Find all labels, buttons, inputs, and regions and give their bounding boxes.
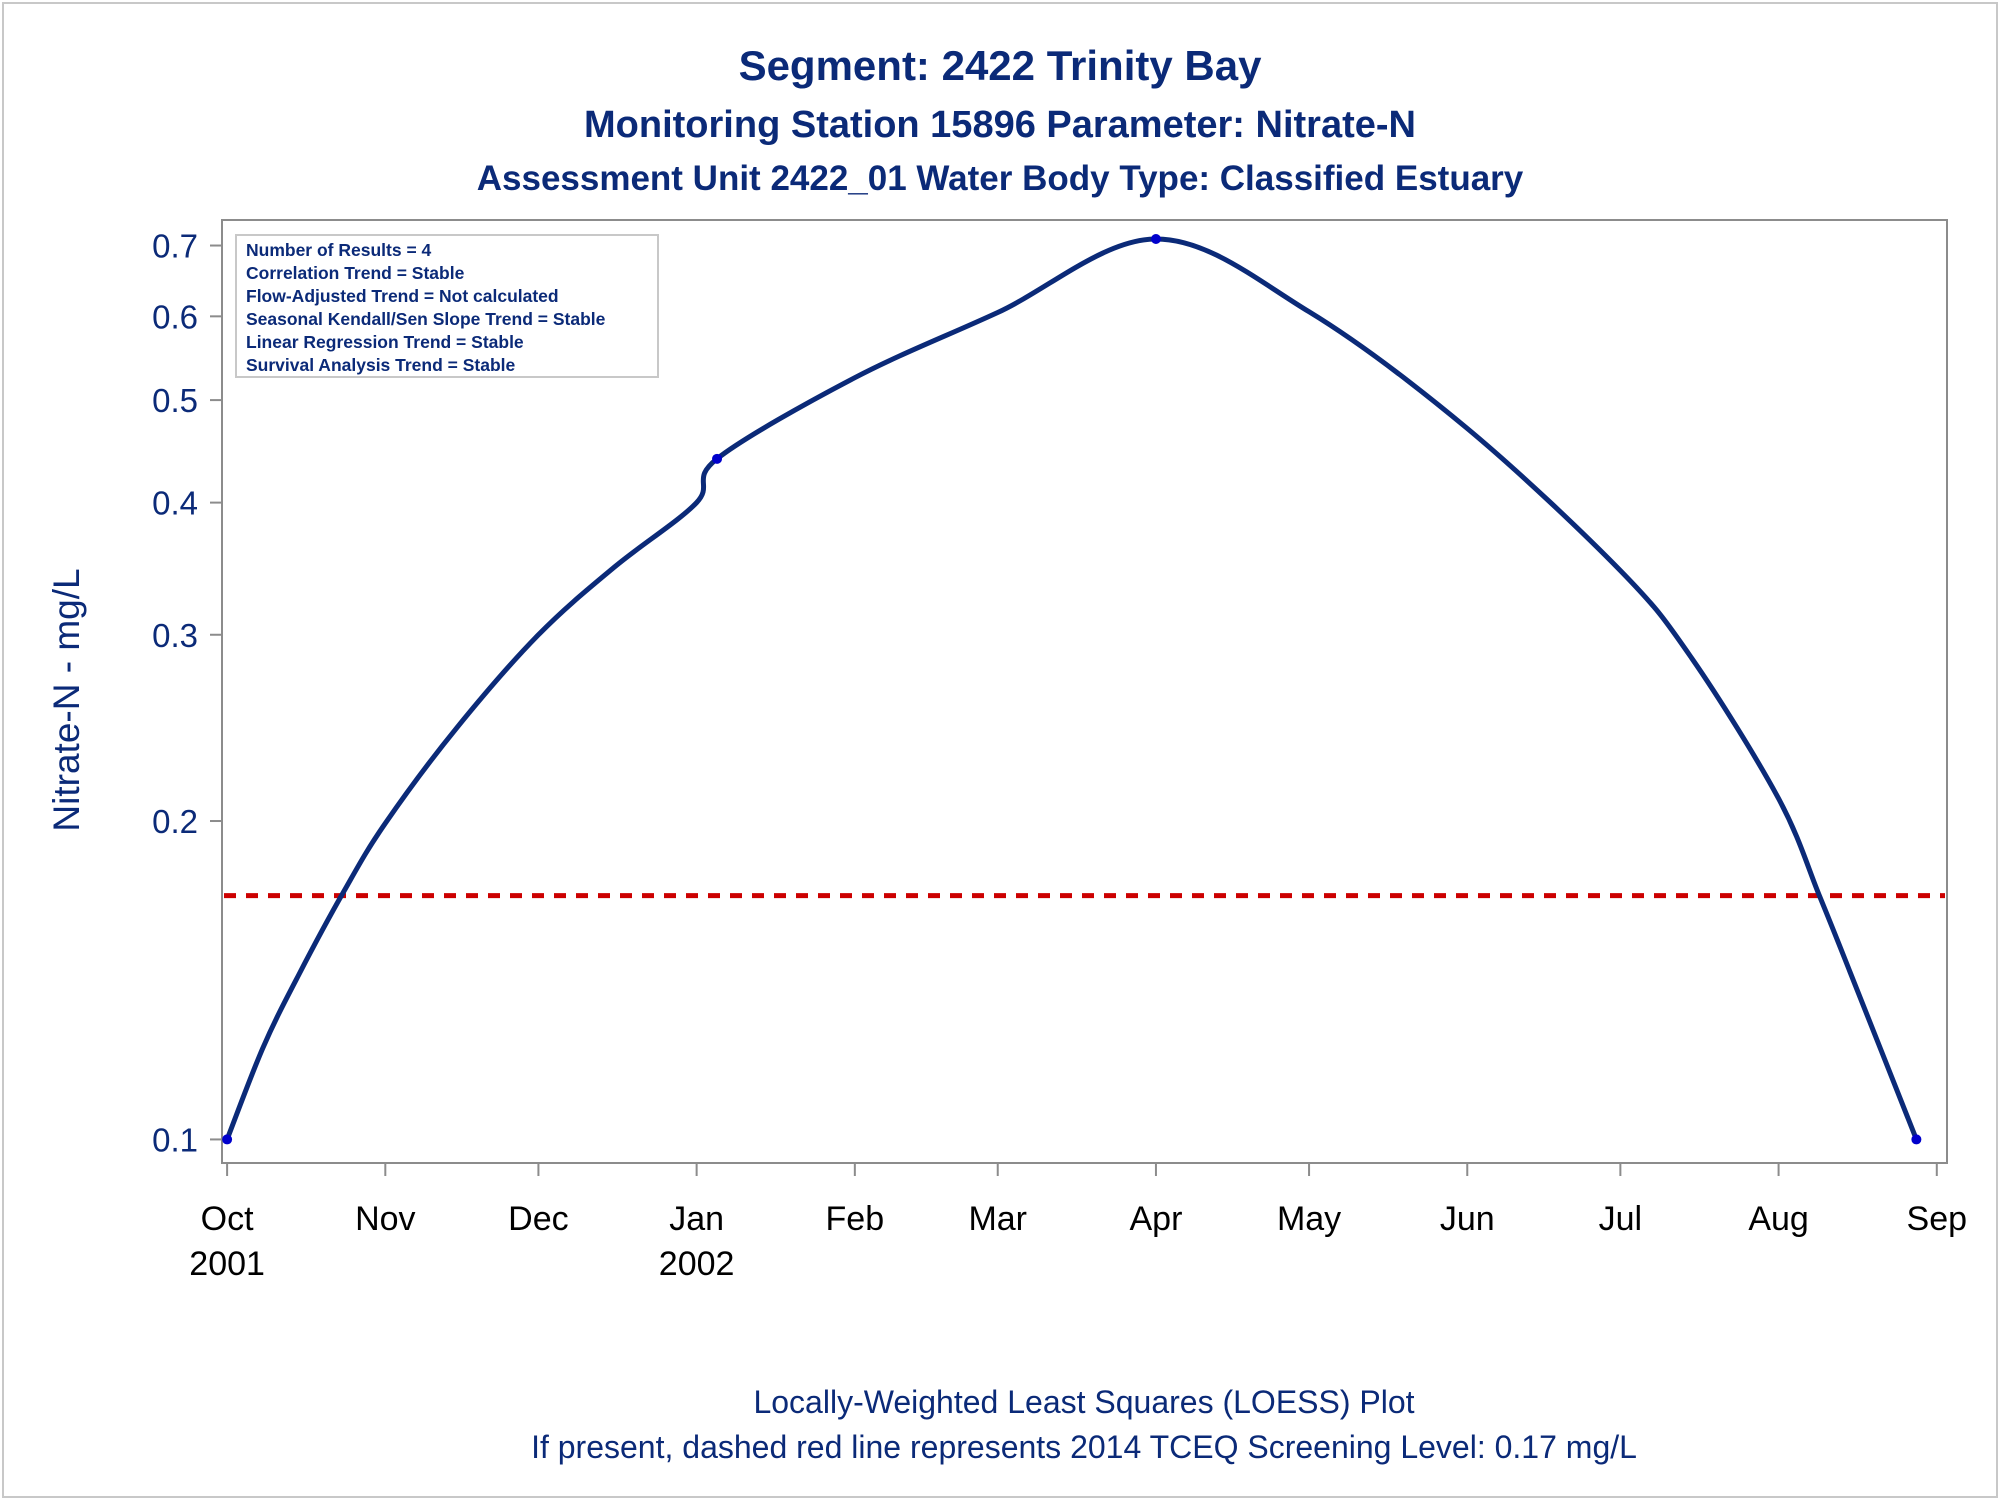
y-tick-label-5: 0.6 (152, 298, 198, 335)
stats-line-3: Flow-Adjusted Trend = Not calculated (246, 286, 559, 306)
stats-line-2: Correlation Trend = Stable (246, 263, 465, 283)
y-tick-label-3: 0.4 (152, 485, 198, 522)
stats-line-6: Survival Analysis Trend = Stable (246, 355, 516, 375)
x-tick-label-8: Jun (1440, 1200, 1495, 1238)
y-tick-label-4: 0.5 (152, 382, 198, 419)
stats-line-5: Linear Regression Trend = Stable (246, 332, 524, 352)
loess-curve (224, 236, 1919, 1141)
x-tick-year-3: 2002 (659, 1245, 735, 1283)
y-axis-label: Nitrate-N - mg/L (46, 568, 87, 831)
x-tick-label-4: Feb (826, 1200, 885, 1238)
x-tick-label-0: Oct (201, 1200, 254, 1238)
x-tick-label-5: Mar (968, 1200, 1027, 1238)
plot-area (221, 219, 1948, 1164)
stats-box-border (235, 234, 659, 378)
x-tick-label-3: Jan (669, 1200, 724, 1238)
x-tick-label-7: May (1277, 1200, 1341, 1238)
x-tick-label-2: Dec (508, 1200, 568, 1238)
x-tick-year-0: 2001 (189, 1245, 265, 1283)
data-point-2 (1150, 234, 1161, 245)
chart-title-line-3: Assessment Unit 2422_01 Water Body Type:… (477, 159, 1524, 198)
data-point-1 (712, 453, 723, 464)
y-tick-label-0: 0.1 (152, 1121, 198, 1158)
data-points (222, 234, 1922, 1145)
stats-box: Number of Results = 4 Correlation Trend … (235, 234, 659, 378)
y-tick-label-2: 0.3 (152, 617, 198, 654)
data-point-0 (222, 1134, 233, 1145)
x-tick-label-9: Jul (1599, 1200, 1642, 1238)
chart-title-line-1: Segment: 2422 Trinity Bay (739, 42, 1263, 89)
data-point-3 (1911, 1134, 1922, 1145)
x-tick-label-1: Nov (355, 1200, 415, 1238)
stats-line-4: Seasonal Kendall/Sen Slope Trend = Stabl… (246, 309, 606, 329)
y-axis: 0.1 0.2 0.3 0.4 0.5 0.6 0.7 (152, 228, 222, 1158)
x-axis: Oct 2001 Nov Dec Jan 2002 Feb Mar Apr May Jun Jul Au… (189, 1163, 1967, 1283)
footnote-2: If present, dashed red line represents 2… (531, 1429, 1637, 1465)
y-tick-label-1: 0.2 (152, 803, 198, 840)
x-tick-label-10: Aug (1748, 1200, 1809, 1238)
y-tick-label-6: 0.7 (152, 228, 198, 265)
x-tick-label-6: Apr (1129, 1200, 1182, 1238)
chart-title-line-2: Monitoring Station 15896 Parameter: Nitr… (584, 104, 1416, 146)
x-tick-label-11: Sep (1907, 1200, 1968, 1238)
stats-line-1: Number of Results = 4 (246, 240, 432, 260)
footnote-1: Locally-Weighted Least Squares (LOESS) P… (753, 1384, 1414, 1420)
